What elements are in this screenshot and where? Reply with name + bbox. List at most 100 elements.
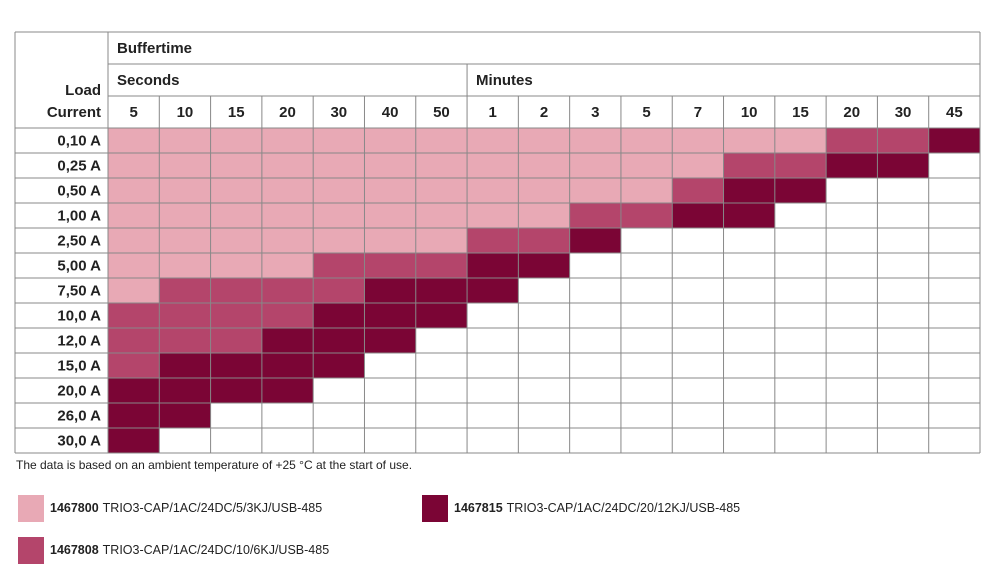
row-label: 1,00 A: [57, 207, 101, 224]
cell: [415, 203, 468, 228]
cell: [210, 128, 262, 153]
cell: [210, 278, 262, 303]
cell: [108, 253, 160, 278]
column-label: 15: [228, 104, 245, 121]
group-label: Seconds: [117, 72, 180, 89]
cell: [261, 353, 314, 378]
cell: [159, 353, 211, 378]
cell: [364, 278, 416, 303]
cell: [672, 153, 724, 178]
cell: [210, 378, 262, 403]
cell: [210, 253, 262, 278]
row-label: 0,50 A: [57, 182, 101, 199]
legend-description: TRIO3-CAP/1AC/24DC/5/3KJ/USB-485: [103, 501, 323, 515]
row-label: 12,0 A: [57, 332, 101, 349]
legend-code: 1467815: [454, 501, 503, 515]
cell: [210, 228, 262, 253]
cell: [261, 128, 314, 153]
cell: [364, 253, 416, 278]
cell: [723, 153, 775, 178]
cell: [569, 153, 621, 178]
row-label: 26,0 A: [57, 407, 101, 424]
cell: [261, 178, 314, 203]
cell: [415, 228, 468, 253]
cell: [467, 228, 519, 253]
cell: [313, 228, 365, 253]
cell: [313, 303, 365, 328]
cell: [467, 278, 519, 303]
legend-swatch: [18, 537, 44, 564]
cell: [620, 203, 673, 228]
cell: [210, 328, 262, 353]
cell: [159, 278, 211, 303]
legend-code: 1467808: [50, 543, 99, 557]
cell: [467, 128, 519, 153]
cell: [415, 178, 468, 203]
row-label: 20,0 A: [57, 382, 101, 399]
row-label: 15,0 A: [57, 357, 101, 374]
row-label: 0,25 A: [57, 157, 101, 174]
row-label: 2,50 A: [57, 232, 101, 249]
cell: [774, 153, 827, 178]
cell: [108, 178, 160, 203]
cell: [467, 203, 519, 228]
column-label: 50: [433, 104, 450, 121]
cell: [364, 228, 416, 253]
cell: [620, 153, 673, 178]
cell: [415, 128, 468, 153]
legend-code: 1467800: [50, 501, 99, 515]
cell: [159, 253, 211, 278]
cell: [467, 178, 519, 203]
cell: [261, 203, 314, 228]
cell: [108, 328, 160, 353]
column-label: 5: [129, 104, 137, 121]
group-label: Minutes: [476, 72, 533, 89]
cell: [210, 203, 262, 228]
cell: [569, 128, 621, 153]
cell: [210, 303, 262, 328]
legend-label: 1467800 TRIO3-CAP/1AC/24DC/5/3KJ/USB-485: [50, 501, 322, 515]
cell: [261, 328, 314, 353]
column-label: 10: [741, 104, 758, 121]
cell: [108, 153, 160, 178]
cell: [108, 228, 160, 253]
cell: [108, 128, 160, 153]
column-label: 7: [694, 104, 702, 121]
cell: [108, 203, 160, 228]
note: The data is based on an ambient temperat…: [16, 458, 412, 472]
legend-label: 1467808 TRIO3-CAP/1AC/24DC/10/6KJ/USB-485: [50, 543, 329, 557]
cell: [774, 128, 827, 153]
row-label: 0,10 A: [57, 132, 101, 149]
cell: [313, 328, 365, 353]
cell: [928, 128, 980, 153]
cell: [364, 328, 416, 353]
legend-label: 1467815 TRIO3-CAP/1AC/24DC/20/12KJ/USB-48…: [454, 501, 740, 515]
column-label: 2: [540, 104, 548, 121]
cell: [159, 303, 211, 328]
cell: [877, 128, 929, 153]
column-label: 20: [279, 104, 296, 121]
cell: [826, 153, 878, 178]
cell: [826, 128, 878, 153]
cell: [364, 203, 416, 228]
cell: [467, 253, 519, 278]
column-label: 1: [489, 104, 497, 121]
cell: [261, 278, 314, 303]
column-label: 30: [330, 104, 347, 121]
row-header: Load: [65, 82, 101, 99]
cell: [364, 153, 416, 178]
cell: [518, 228, 570, 253]
cell: [159, 153, 211, 178]
cell: [108, 428, 160, 453]
cell: [210, 178, 262, 203]
column-label: 5: [642, 104, 650, 121]
cell: [620, 178, 673, 203]
column-label: 10: [177, 104, 194, 121]
cell: [313, 278, 365, 303]
cell: [313, 353, 365, 378]
cell: [313, 253, 365, 278]
cell: [261, 303, 314, 328]
cell: [108, 303, 160, 328]
row-label: 30,0 A: [57, 432, 101, 449]
